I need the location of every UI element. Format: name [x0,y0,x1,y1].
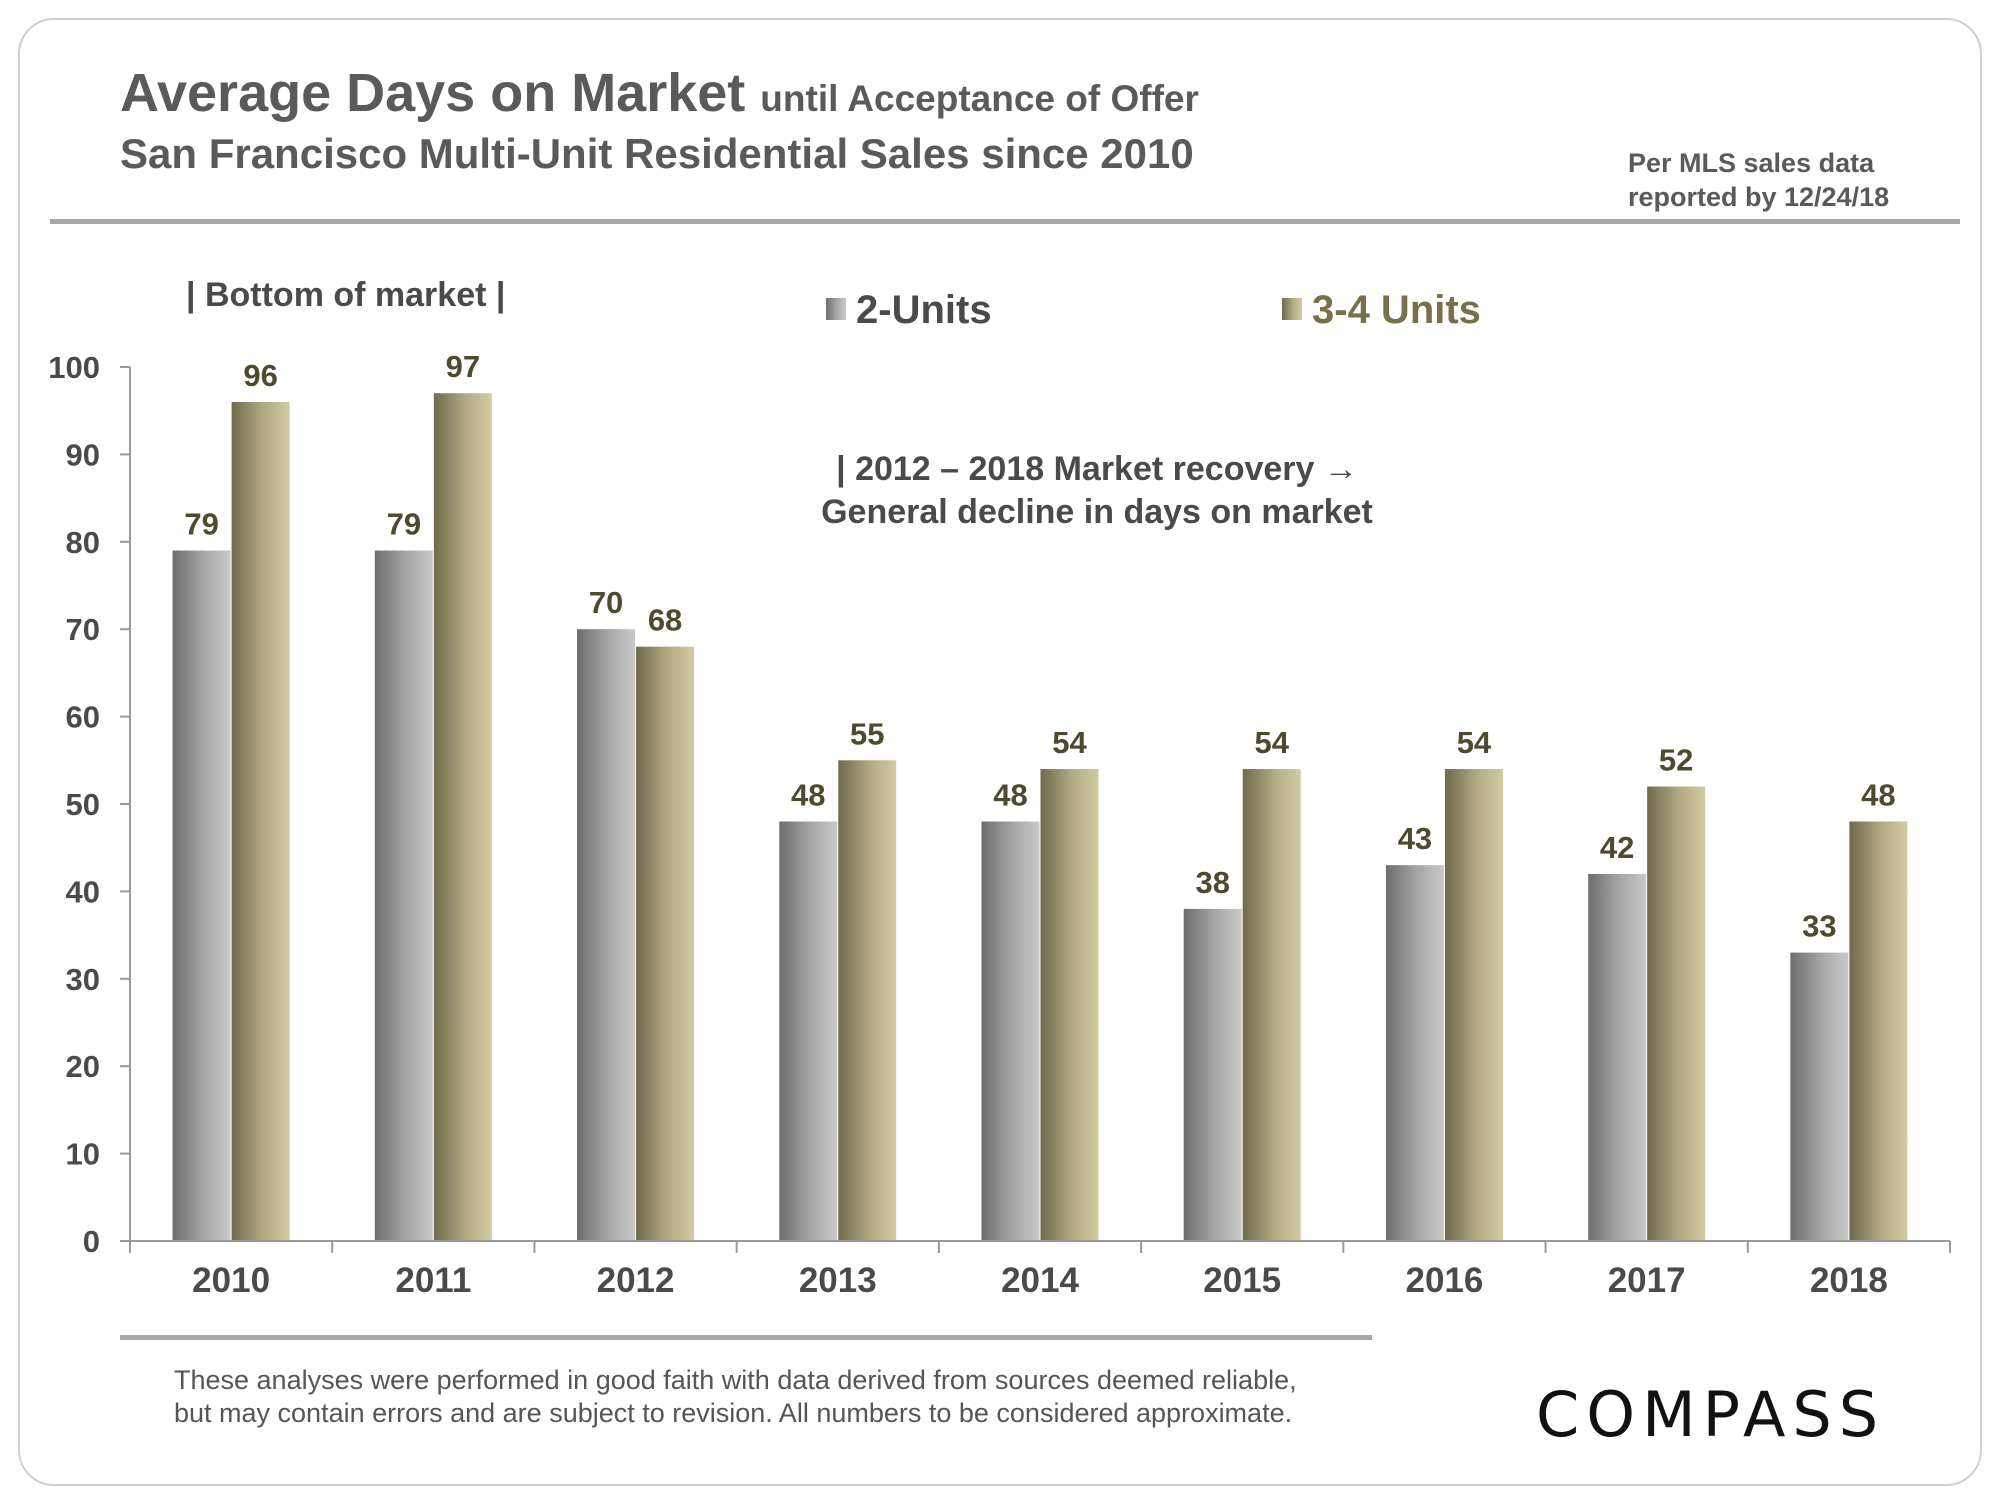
annotation-recovery-line-1: | 2012 – 2018 Market recovery → [836,450,1358,488]
legend-swatch-2-units [826,298,846,320]
data-label-2-units-2015: 38 [1195,865,1229,900]
disclaimer-line-1: These analyses were performed in good fa… [174,1365,1297,1395]
bar-3-4-units-2015 [1242,769,1301,1241]
data-label-3-4-units-2013: 55 [850,716,884,751]
data-label-2-units-2013: 48 [791,777,825,812]
x-tick-label-2015: 2015 [1203,1261,1281,1300]
bar-2-units-2011 [374,550,433,1241]
data-label-2-units-2010: 79 [184,507,218,542]
y-tick-label: 70 [66,612,100,647]
y-tick-label: 10 [66,1137,100,1172]
x-tick-label-2010: 2010 [192,1261,270,1300]
source-note: Per MLS sales data reported by 12/24/18 [1628,146,1889,214]
bar-3-4-units-2011 [433,393,492,1242]
y-tick-label: 20 [66,1049,100,1084]
bar-3-4-units-2016 [1444,769,1503,1241]
bar-2-units-2010 [172,550,231,1241]
bar-3-4-units-2012 [636,646,695,1241]
disclaimer: These analyses were performed in good fa… [174,1364,1297,1430]
bar-2-units-2014 [981,821,1040,1241]
data-label-3-4-units-2017: 52 [1659,743,1693,778]
x-tick-label-2014: 2014 [1001,1261,1079,1300]
x-tick-label-2012: 2012 [597,1261,675,1300]
y-tick-label: 50 [66,787,100,822]
x-tick-label-2016: 2016 [1406,1261,1484,1300]
bar-3-4-units-2018 [1849,821,1908,1241]
compass-logo: COMPASS [1536,1378,1886,1451]
y-tick-label: 100 [48,350,100,385]
chart-title: Average Days on Market until Acceptance … [120,62,1199,124]
data-label-3-4-units-2015: 54 [1254,725,1289,760]
bar-2-units-2018 [1790,952,1849,1241]
y-tick-label: 90 [66,437,100,472]
data-label-3-4-units-2014: 54 [1052,725,1087,760]
x-tick-label-2011: 2011 [395,1261,471,1300]
data-label-3-4-units-2011: 97 [446,349,480,384]
data-label-2-units-2017: 42 [1600,830,1634,865]
data-label-2-units-2018: 33 [1802,909,1836,944]
bar-2-units-2012 [577,629,636,1241]
chart-subtitle: San Francisco Multi-Unit Residential Sal… [120,130,1194,177]
bar-2-units-2015 [1183,908,1242,1241]
bar-3-4-units-2017 [1647,786,1706,1241]
bar-3-4-units-2010 [231,401,290,1242]
source-line-1: Per MLS sales data [1628,148,1875,178]
data-label-2-units-2014: 48 [993,777,1027,812]
y-tick-label: 80 [66,525,100,560]
title-main: Average Days on Market [120,63,746,123]
header-divider [50,219,1960,224]
bar-2-units-2013 [779,821,838,1241]
x-tick-label-2013: 2013 [799,1261,877,1300]
x-tick-label-2018: 2018 [1810,1261,1888,1300]
legend-label-3-4-units: 3-4 Units [1312,288,1481,332]
data-label-2-units-2016: 43 [1398,821,1432,856]
annotation-bottom-of-market: | Bottom of market | [186,276,505,314]
title-sub: until Acceptance of Offer [760,78,1199,119]
data-label-2-units-2012: 70 [589,585,623,620]
disclaimer-line-2: but may contain errors and are subject t… [174,1398,1293,1428]
data-label-3-4-units-2016: 54 [1457,725,1492,760]
legend-swatch-3-4-units [1282,298,1302,320]
y-tick-label: 30 [66,962,100,997]
data-label-3-4-units-2010: 96 [243,358,277,393]
source-line-2: reported by 12/24/18 [1628,182,1890,212]
data-label-3-4-units-2012: 68 [648,603,682,638]
legend-label-2-units: 2-Units [856,288,992,332]
bar-3-4-units-2014 [1040,769,1099,1241]
bar-2-units-2017 [1588,873,1647,1241]
x-tick-label-2017: 2017 [1608,1261,1686,1300]
bar-3-4-units-2013 [838,760,897,1241]
y-tick-label: 60 [66,700,100,735]
y-tick-label: 0 [83,1224,100,1259]
y-tick-label: 40 [66,874,100,909]
footer-divider [120,1335,1372,1340]
data-label-3-4-units-2018: 48 [1861,777,1895,812]
annotation-recovery-line-2: General decline in days on market [821,493,1373,531]
bar-2-units-2016 [1385,865,1444,1241]
data-label-2-units-2011: 79 [387,507,421,542]
